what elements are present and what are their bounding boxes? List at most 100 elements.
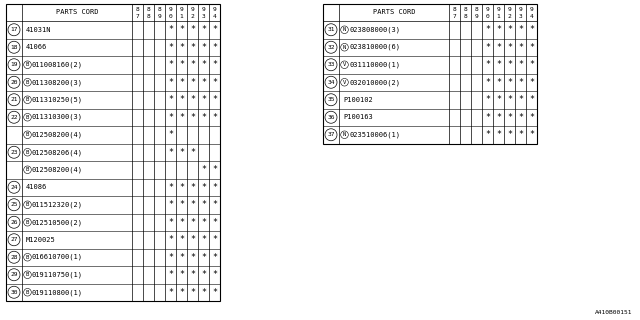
Text: *: * [179,148,184,157]
Text: 3: 3 [202,14,205,19]
Bar [323,4,537,143]
Text: *: * [179,200,184,209]
Text: *: * [518,43,523,52]
Text: 27: 27 [10,237,18,242]
Text: *: * [190,78,195,87]
Text: *: * [201,253,206,262]
Text: 016610700(1): 016610700(1) [32,254,83,260]
Text: *: * [179,113,184,122]
Text: *: * [529,60,534,69]
Text: *: * [518,130,523,139]
Text: 011310300(3): 011310300(3) [32,114,83,121]
Text: *: * [179,60,184,69]
Text: *: * [529,43,534,52]
Text: 3: 3 [518,14,522,19]
Text: *: * [485,78,490,87]
Text: B: B [26,255,29,260]
Text: *: * [201,288,206,297]
Text: 7: 7 [136,14,140,19]
Text: *: * [496,43,501,52]
Text: 8: 8 [452,7,456,12]
Text: 1: 1 [180,14,184,19]
Text: 41031N: 41031N [26,27,51,33]
Text: *: * [518,78,523,87]
Text: *: * [179,253,184,262]
Text: *: * [485,60,490,69]
Text: 9: 9 [486,7,490,12]
Text: *: * [179,78,184,87]
Text: *: * [201,165,206,174]
Text: 8: 8 [147,7,150,12]
Text: 36: 36 [327,115,335,120]
Text: 031110000(1): 031110000(1) [349,61,400,68]
Text: 9: 9 [475,14,478,19]
Text: *: * [212,270,217,279]
Text: 31: 31 [327,27,335,32]
Text: 019110800(1): 019110800(1) [32,289,83,295]
Text: 17: 17 [10,27,18,32]
Text: *: * [212,200,217,209]
Text: *: * [496,78,501,87]
Text: *: * [496,60,501,69]
Text: *: * [212,235,217,244]
Text: 2: 2 [508,14,511,19]
Text: 011308200(3): 011308200(3) [32,79,83,85]
Text: *: * [496,130,501,139]
Text: *: * [190,235,195,244]
Text: V: V [343,62,346,67]
Text: *: * [190,113,195,122]
Text: *: * [190,60,195,69]
Text: 4: 4 [212,14,216,19]
Text: *: * [212,165,217,174]
Text: 9: 9 [212,7,216,12]
Text: *: * [496,95,501,104]
Text: 8: 8 [463,14,467,19]
Text: 8: 8 [463,7,467,12]
Text: 8: 8 [157,7,161,12]
Text: B: B [26,202,29,207]
Text: *: * [212,218,217,227]
Text: *: * [212,95,217,104]
Text: 9: 9 [518,7,522,12]
Text: *: * [201,60,206,69]
Text: *: * [168,78,173,87]
Text: B: B [26,167,29,172]
Text: *: * [190,25,195,34]
Text: 023808000(3): 023808000(3) [349,27,400,33]
Text: *: * [212,60,217,69]
Text: *: * [507,43,512,52]
Text: 0: 0 [486,14,490,19]
Text: *: * [485,43,490,52]
Text: A410B00151: A410B00151 [595,310,632,315]
Text: *: * [168,43,173,52]
Text: 012508200(4): 012508200(4) [32,166,83,173]
Text: *: * [190,95,195,104]
Text: *: * [485,130,490,139]
Text: 9: 9 [157,14,161,19]
Text: *: * [201,235,206,244]
Text: *: * [201,95,206,104]
Text: *: * [201,25,206,34]
Text: *: * [179,25,184,34]
Text: *: * [201,43,206,52]
Text: 032010000(2): 032010000(2) [349,79,400,85]
Text: *: * [201,183,206,192]
Text: *: * [179,235,184,244]
Text: *: * [179,288,184,297]
Text: B: B [26,290,29,295]
Text: *: * [190,200,195,209]
Text: 9: 9 [508,7,511,12]
Text: 012508200(4): 012508200(4) [32,132,83,138]
Text: *: * [201,270,206,279]
Text: *: * [485,25,490,34]
Text: *: * [496,113,501,122]
Text: 023810000(6): 023810000(6) [349,44,400,51]
Text: *: * [168,200,173,209]
Text: *: * [168,95,173,104]
Text: *: * [201,113,206,122]
Text: 22: 22 [10,115,18,120]
Text: 9: 9 [180,7,184,12]
Text: 9: 9 [202,7,205,12]
Text: *: * [212,183,217,192]
Text: *: * [201,78,206,87]
